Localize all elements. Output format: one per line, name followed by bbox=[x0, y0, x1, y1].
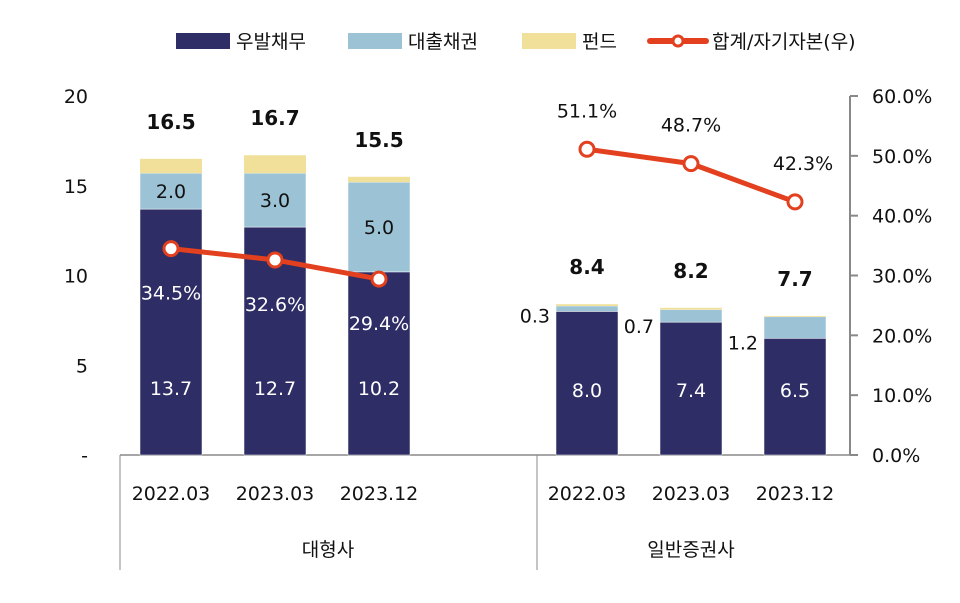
y-right-tick: 10.0% bbox=[872, 385, 932, 407]
contingent-value-label: 13.7 bbox=[150, 378, 192, 400]
bar-segment-loan bbox=[659, 309, 723, 323]
bar-segment-fund bbox=[348, 176, 410, 183]
x-tick-label: 2022.03 bbox=[132, 483, 211, 505]
legend-swatch-2 bbox=[522, 33, 576, 49]
contingent-value-label: 8.0 bbox=[572, 380, 602, 402]
ratio-marker bbox=[682, 155, 700, 173]
bar-segment-fund bbox=[244, 155, 306, 174]
x-tick-label: 2023.12 bbox=[340, 483, 419, 505]
x-tick-label: 2023.03 bbox=[652, 483, 731, 505]
y-right-tick: 0.0% bbox=[872, 445, 920, 467]
total-label: 15.5 bbox=[354, 128, 403, 152]
y-left-tick: 20 bbox=[64, 86, 88, 108]
legend-label-0: 우발채무 bbox=[236, 31, 306, 53]
ratio-marker bbox=[266, 251, 284, 269]
bar-segment-fund bbox=[660, 307, 722, 310]
bar-segment-loan bbox=[763, 316, 827, 339]
bar-segment-fund bbox=[556, 304, 618, 307]
total-label: 8.2 bbox=[673, 259, 708, 283]
y-left-tick: - bbox=[81, 445, 88, 467]
ratio-label: 42.3% bbox=[773, 153, 833, 175]
loan-value-label: 0.3 bbox=[520, 305, 550, 327]
group-label: 일반증권사 bbox=[647, 539, 734, 561]
contingent-value-label: 12.7 bbox=[254, 378, 296, 400]
ratio-marker bbox=[370, 270, 388, 288]
legend-label-2: 펀드 bbox=[582, 31, 617, 53]
y-left-tick: 15 bbox=[64, 176, 88, 198]
bar-segment-loan bbox=[139, 172, 203, 210]
ratio-label: 51.1% bbox=[557, 100, 617, 122]
bar-segment-contingent bbox=[347, 271, 411, 456]
y-right-tick: 20.0% bbox=[872, 325, 932, 347]
contingent-value-label: 10.2 bbox=[358, 378, 400, 400]
total-label: 8.4 bbox=[569, 255, 604, 279]
total-label: 16.7 bbox=[250, 106, 299, 130]
loan-value-label: 2.0 bbox=[156, 181, 186, 203]
y-right-tick: 40.0% bbox=[872, 206, 932, 228]
legend-swatch-1 bbox=[348, 33, 402, 49]
loan-value-label: 1.2 bbox=[728, 332, 758, 354]
legend-swatch-0 bbox=[176, 33, 230, 49]
bar-segment-loan bbox=[555, 305, 619, 312]
y-right-tick: 30.0% bbox=[872, 266, 932, 288]
loan-value-label: 0.7 bbox=[624, 316, 654, 338]
x-tick-label: 2023.03 bbox=[236, 483, 315, 505]
total-label: 16.5 bbox=[146, 110, 195, 134]
y-right-tick: 60.0% bbox=[872, 86, 932, 108]
group-label: 대형사 bbox=[302, 539, 354, 561]
bar-segment-contingent bbox=[659, 321, 723, 456]
contingent-value-label: 7.4 bbox=[676, 380, 706, 402]
bar-segment-fund bbox=[140, 158, 202, 174]
y-right-tick: 50.0% bbox=[872, 146, 932, 168]
x-tick-label: 2023.12 bbox=[756, 483, 835, 505]
ratio-label: 34.5% bbox=[141, 283, 201, 305]
ratio-label: 29.4% bbox=[349, 313, 409, 335]
legend-label-3: 합계/자기자본(우) bbox=[712, 31, 856, 53]
loan-value-label: 5.0 bbox=[364, 217, 394, 239]
bar-segment-loan bbox=[347, 181, 411, 273]
x-tick-label: 2022.03 bbox=[548, 483, 627, 505]
loan-value-label: 3.0 bbox=[260, 190, 290, 212]
ratio-marker bbox=[786, 193, 804, 211]
ratio-label: 32.6% bbox=[245, 294, 305, 316]
legend-marker bbox=[671, 34, 685, 48]
bar-segment-contingent bbox=[555, 311, 619, 456]
total-label: 7.7 bbox=[777, 267, 812, 291]
legend-label-1: 대출채권 bbox=[408, 31, 478, 53]
ratio-marker bbox=[578, 140, 596, 158]
contingent-value-label: 6.5 bbox=[780, 380, 810, 402]
ratio-marker bbox=[162, 240, 180, 258]
y-left-tick: 5 bbox=[76, 355, 88, 377]
bar-segment-fund bbox=[764, 315, 826, 317]
y-left-tick: 10 bbox=[64, 266, 88, 288]
bar-segment-contingent bbox=[763, 338, 827, 456]
ratio-label: 48.7% bbox=[661, 115, 721, 137]
